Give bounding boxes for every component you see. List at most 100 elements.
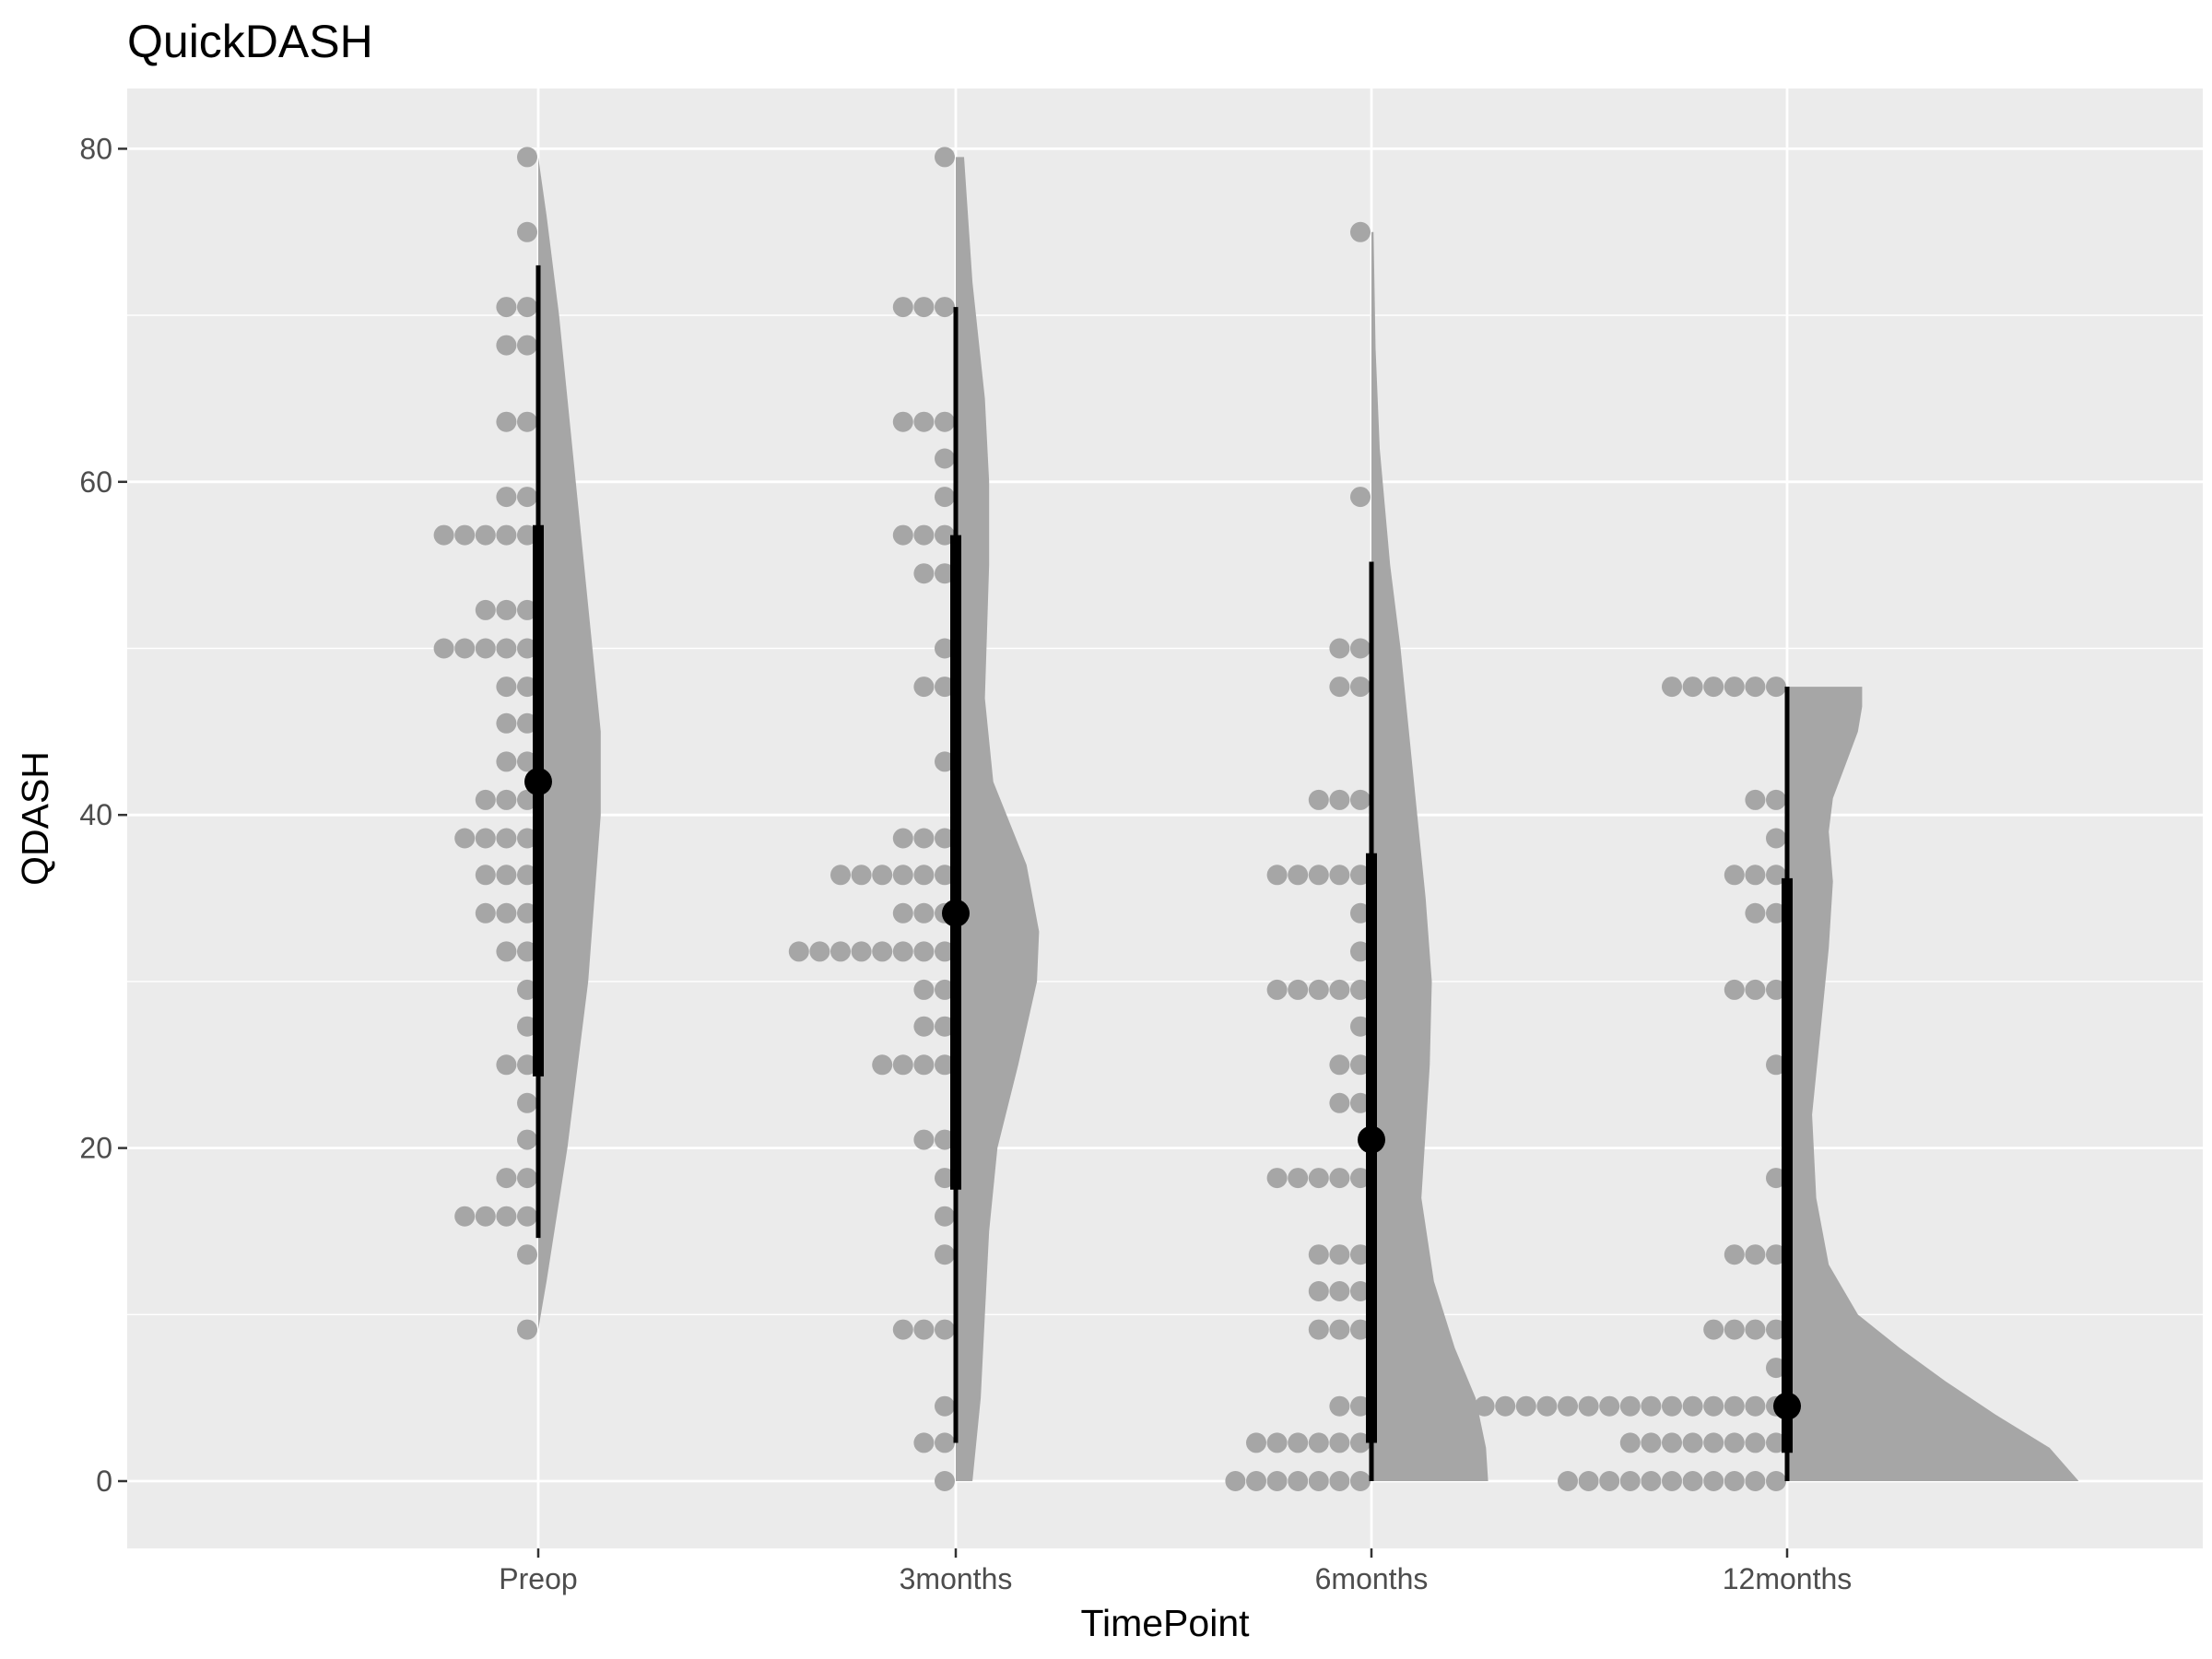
dot-6months [1350,979,1371,1000]
violin-Preop [538,157,601,1330]
dot-3months [913,1016,935,1037]
dot-Preop [496,751,517,772]
dot-6months [1246,1432,1266,1453]
dot-3months [892,941,913,962]
dot-Preop [517,297,537,318]
dot-3months [892,1054,913,1076]
dot-3months [935,638,955,659]
dot-6months [1308,1319,1329,1340]
dot-12months [1724,1432,1745,1453]
dot-6months [1350,1281,1371,1301]
y-tick-label: 0 [96,1465,112,1498]
dot-12months [1724,865,1745,886]
dot-6months [1329,979,1350,1000]
dot-6months [1350,1319,1371,1340]
dot-6months [1350,1471,1371,1491]
dot-Preop [517,147,537,168]
dot-12months [1766,865,1786,886]
dot-3months [788,941,809,962]
dot-Preop [475,638,496,659]
dot-3months [935,563,955,584]
dot-6months [1308,1471,1329,1491]
dot-Preop [517,599,537,620]
dot-Preop [496,1206,517,1227]
dot-6months [1266,1432,1288,1453]
dot-Preop [496,865,517,886]
dot-Preop [433,524,454,546]
dot-12months [1599,1395,1620,1417]
dot-12months [1578,1471,1599,1491]
x-tick-label: 12months [1723,1562,1853,1595]
dot-12months [1703,1395,1724,1417]
dot-3months [935,1471,955,1491]
dot-Preop [517,411,537,432]
dot-12months [1558,1471,1578,1491]
dot-Preop [517,638,537,659]
dot-6months [1329,1395,1350,1417]
dot-Preop [433,638,454,659]
median-point-3months [942,899,970,927]
dot-6months [1329,1168,1350,1189]
dot-6months [1329,1281,1350,1301]
dot-12months [1766,789,1786,810]
dot-12months [1619,1471,1641,1491]
dot-12months [1682,1395,1703,1417]
dot-Preop [496,297,517,318]
dot-Preop [475,1206,496,1227]
dot-Preop [496,828,517,849]
dot-Preop [475,902,496,924]
dot-3months [935,1016,955,1037]
dot-12months [1745,1395,1766,1417]
dot-12months [1745,677,1766,698]
dot-3months [913,524,935,546]
dot-12months [1766,828,1786,849]
dot-12months [1766,677,1786,698]
dot-Preop [454,1206,476,1227]
dot-3months [935,751,955,772]
x-tick-label: 6months [1315,1562,1429,1595]
dot-3months [851,941,872,962]
dot-3months [892,411,913,432]
dot-6months [1329,1471,1350,1491]
dot-Preop [475,828,496,849]
dot-6months [1288,1432,1309,1453]
dot-6months [1266,979,1288,1000]
dot-3months [809,941,830,962]
dot-12months [1766,1471,1786,1491]
dot-6months [1288,865,1309,886]
dot-12months [1682,677,1703,698]
dot-12months [1766,1358,1786,1379]
dot-12months [1662,1432,1682,1453]
dot-3months [935,1432,955,1453]
dot-12months [1619,1395,1641,1417]
dot-6months [1329,638,1350,659]
dot-3months [892,297,913,318]
dot-12months [1766,902,1786,924]
dot-Preop [517,1206,537,1227]
dot-Preop [496,941,517,962]
dot-6months [1350,677,1371,698]
x-axis-title: TimePoint [1080,1602,1250,1644]
dot-Preop [517,979,537,1000]
x-axis: Preop 3months 6months 12months [499,1548,1852,1595]
dot-6months [1329,1319,1350,1340]
dot-Preop [517,1129,537,1150]
dot-12months [1766,1168,1786,1189]
y-tick-label: 20 [79,1132,112,1165]
dot-12months [1682,1471,1703,1491]
dot-6months [1246,1471,1266,1491]
dot-3months [830,941,851,962]
dots [433,147,1786,1491]
dot-3months [892,1319,913,1340]
dot-3months [935,1395,955,1417]
dot-6months [1308,1281,1329,1301]
dot-3months [913,979,935,1000]
dot-3months [913,1054,935,1076]
dot-12months [1766,1054,1786,1076]
dot-3months [935,297,955,318]
dot-6months [1350,1395,1371,1417]
dot-6months [1350,1432,1371,1453]
dot-12months [1745,789,1766,810]
dot-6months [1350,1054,1371,1076]
dot-3months [935,1129,955,1150]
